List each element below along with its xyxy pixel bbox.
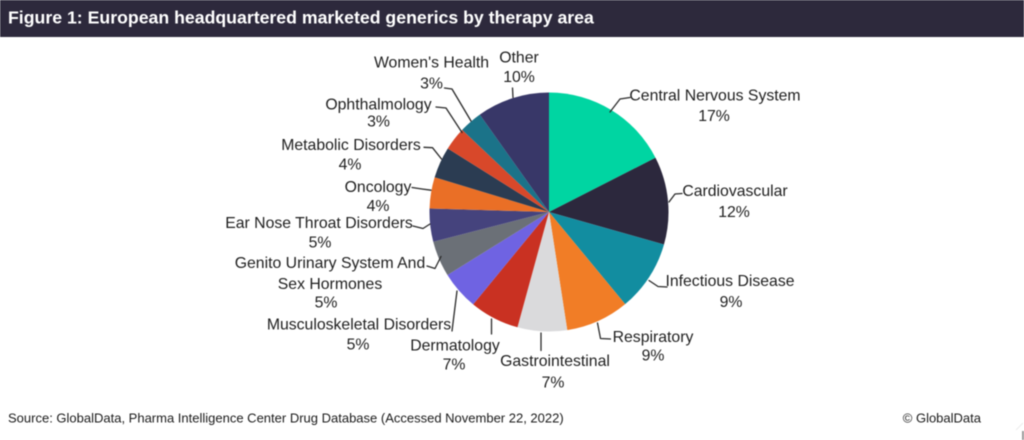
svg-text:3%: 3% [420,76,443,93]
svg-text:3%: 3% [367,114,390,131]
svg-text:17%: 17% [698,108,730,125]
svg-text:Ophthalmology: Ophthalmology [325,97,431,114]
svg-text:Musculoskeletal Disorders: Musculoskeletal Disorders [267,317,451,334]
svg-text:5%: 5% [347,337,370,354]
svg-text:Dermatology: Dermatology [410,338,500,355]
svg-text:9%: 9% [720,294,743,311]
svg-text:Infectious Disease: Infectious Disease [665,273,794,290]
svg-text:7%: 7% [542,375,565,392]
svg-text:5%: 5% [315,295,338,312]
svg-text:Ear Nose Throat Disorders: Ear Nose Throat Disorders [225,215,413,232]
svg-text:Other: Other [499,50,539,67]
svg-text:Central Nervous System: Central Nervous System [629,88,800,105]
svg-text:4%: 4% [339,157,362,174]
svg-text:Cardiovascular: Cardiovascular [682,183,787,200]
svg-text:Genito Urinary System And: Genito Urinary System And [235,255,426,272]
svg-text:10%: 10% [503,69,535,86]
svg-text:Figure 1: European headquarter: Figure 1: European headquartered markete… [8,8,594,28]
svg-text:12%: 12% [718,204,750,221]
svg-text:Source: GlobalData, Pharma Int: Source: GlobalData, Pharma Intelligence … [8,411,564,426]
svg-text:© GlobalData: © GlobalData [903,411,982,426]
svg-text:Respiratory: Respiratory [613,329,694,346]
svg-text:Women's Health: Women's Health [374,55,489,72]
svg-text:Gastrointestinal: Gastrointestinal [500,353,610,370]
svg-text:Oncology: Oncology [345,179,412,196]
svg-text:7%: 7% [443,357,466,374]
svg-text:Sex Hormones: Sex Hormones [278,276,383,293]
svg-text:5%: 5% [309,235,332,252]
svg-text:Metabolic Disorders: Metabolic Disorders [281,137,421,154]
svg-text:9%: 9% [642,348,665,365]
svg-text:4%: 4% [367,198,390,215]
